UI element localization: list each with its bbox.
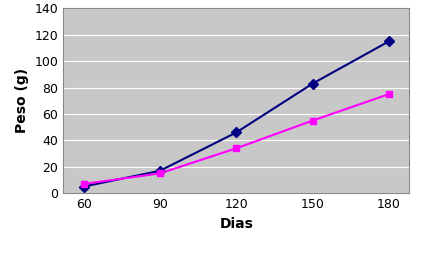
Y-axis label: Peso (g): Peso (g): [15, 68, 29, 133]
Fêmea: [81, 182, 86, 185]
Fêmea: [157, 172, 162, 175]
Macho: [310, 82, 315, 85]
Fêmea: [310, 119, 315, 122]
Fêmea: [387, 92, 392, 96]
Macho: [81, 185, 86, 188]
Macho: [234, 131, 239, 134]
Macho: [387, 40, 392, 43]
X-axis label: Dias: Dias: [219, 217, 253, 231]
Line: Fêmea: Fêmea: [80, 91, 392, 187]
Line: Macho: Macho: [80, 38, 392, 190]
Macho: [157, 169, 162, 172]
Fêmea: [234, 147, 239, 150]
